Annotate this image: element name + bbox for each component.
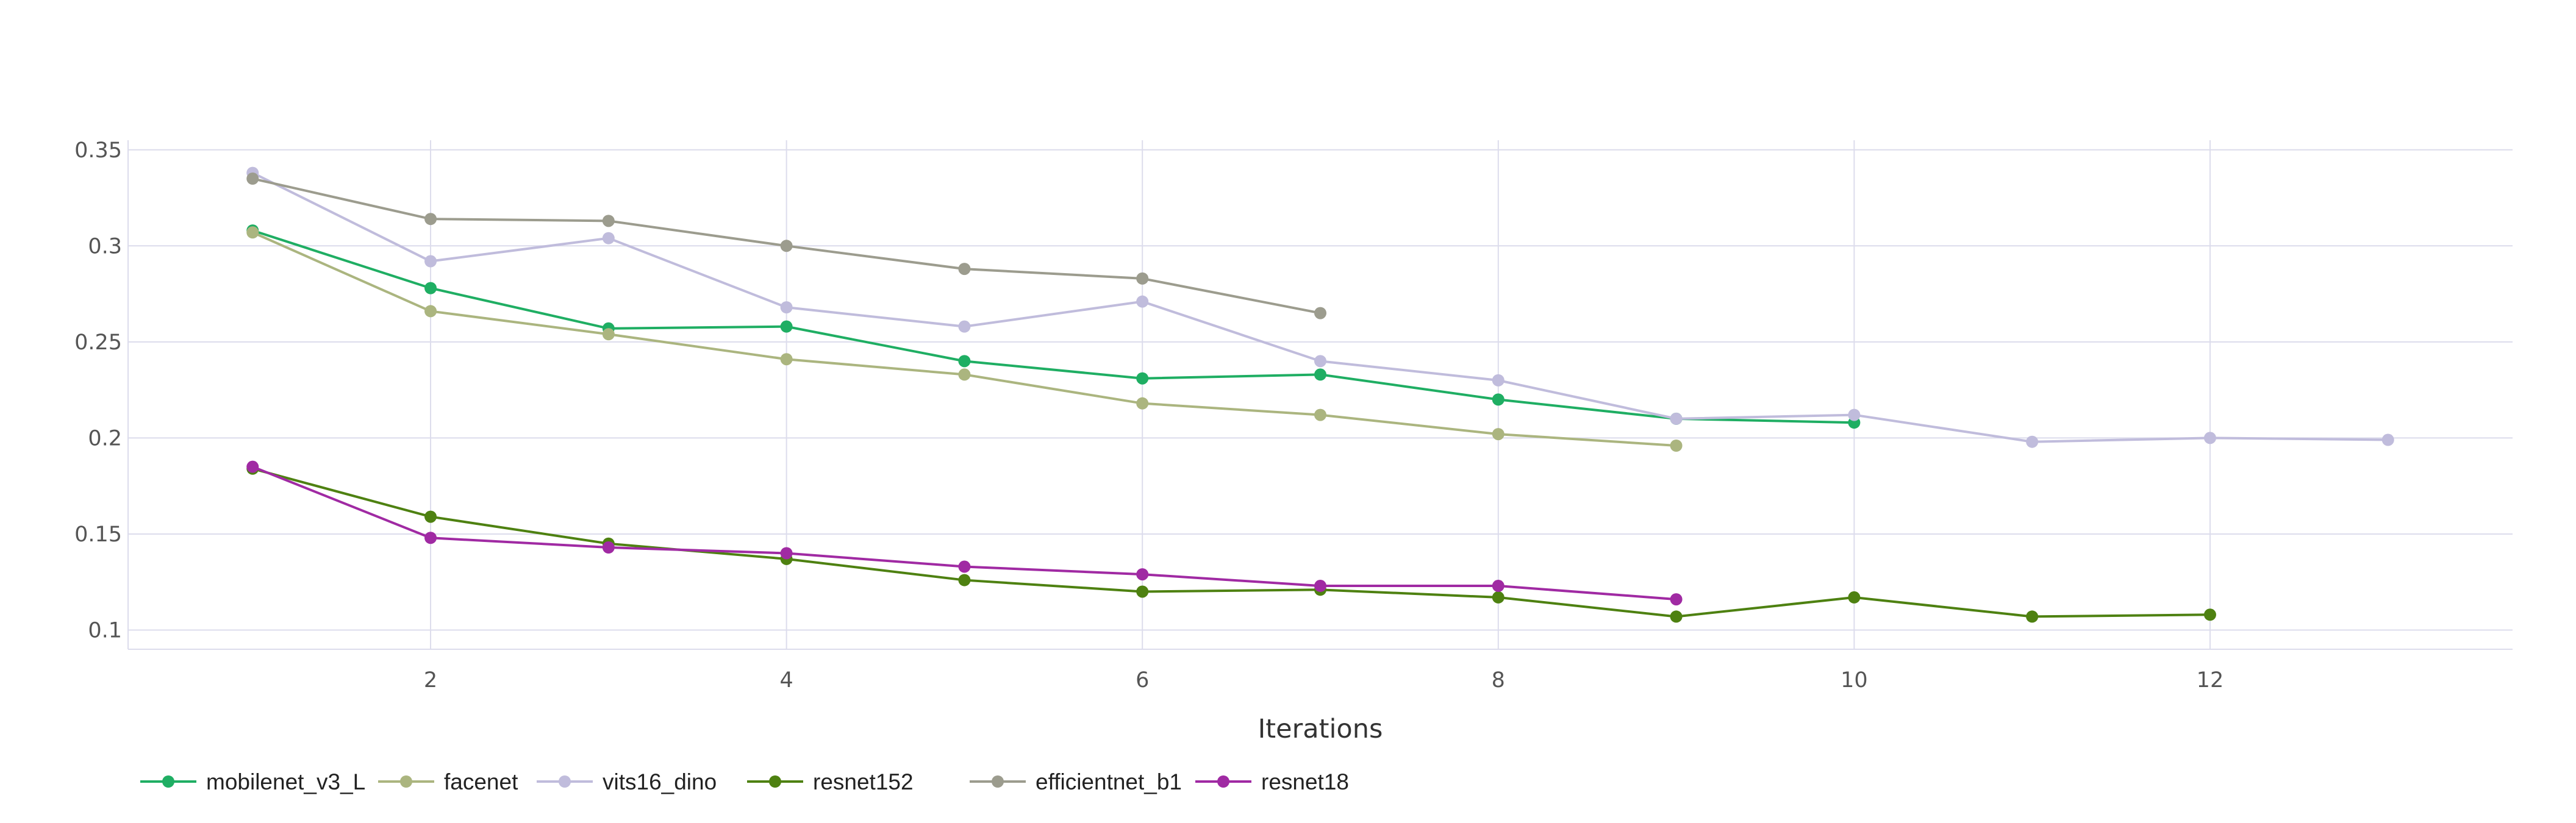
data-point-mobilenet_v3_L-7 [1314,368,1326,381]
data-point-resnet18-3 [602,541,615,554]
legend-swatch-marker [1217,775,1229,788]
y-tick-label-3: 0.25 [74,330,122,355]
data-point-efficientnet_b1-3 [602,215,615,227]
x-tick-label-6: 6 [1136,668,1149,693]
legend-label: facenet [444,769,518,794]
data-point-resnet152-5 [958,574,971,586]
x-axis-title: Iterations [1258,714,1383,744]
data-point-mobilenet_v3_L-6 [1136,372,1149,385]
series-line-mobilenet_v3_L [252,229,1855,424]
series-group [246,166,2394,623]
data-point-facenet-7 [1314,408,1326,421]
y-tick-label-5: 0.35 [74,138,122,163]
legend-label: efficientnet_b1 [1036,769,1182,794]
axes: 2 4 6 8 10 12 0.1 0.15 0.2 0.25 0.3 0.35 [74,138,2513,693]
data-point-facenet-9 [1670,440,1683,452]
data-point-mobilenet_v3_L-8 [1492,393,1504,406]
x-tick-label-8: 8 [1492,668,1505,693]
data-point-efficientnet_b1-6 [1136,272,1149,285]
data-point-facenet-3 [602,328,615,341]
legend-label: resnet18 [1261,769,1349,794]
series-resnet18 [246,460,1683,606]
x-tick-label-2: 2 [424,668,437,693]
legend-swatch-marker [400,775,412,788]
data-point-vits16_dino-11 [2026,435,2039,448]
series-facenet [246,226,1683,452]
data-point-resnet18-4 [780,547,793,560]
data-point-mobilenet_v3_L-5 [958,355,971,368]
data-point-resnet18-5 [958,560,971,573]
data-point-resnet152-9 [1670,610,1683,623]
series-efficientnet_b1 [246,173,1326,319]
legend-label: vits16_dino [603,769,717,794]
data-point-resnet152-12 [2203,608,2216,621]
data-point-mobilenet_v3_L-2 [424,282,437,294]
legend-swatch-marker [162,775,174,788]
data-point-resnet18-7 [1314,580,1326,593]
data-point-resnet152-8 [1492,591,1504,604]
grid [128,140,2513,649]
data-point-resnet152-2 [424,510,437,523]
data-point-resnet18-2 [424,532,437,544]
data-point-vits16_dino-6 [1136,295,1149,308]
data-point-resnet18-8 [1492,580,1504,593]
data-point-resnet152-11 [2026,610,2039,623]
data-point-vits16_dino-9 [1670,412,1683,425]
legend: mobilenet_v3_L facenet vits16_dino resnet15… [140,769,1349,794]
data-point-facenet-1 [246,226,259,239]
legend-swatch-marker [992,775,1004,788]
data-point-vits16_dino-3 [602,232,615,244]
data-point-facenet-5 [958,368,971,381]
data-point-vits16_dino-5 [958,320,971,333]
x-tick-label-12: 12 [2197,668,2224,693]
data-point-vits16_dino-10 [1848,408,1861,421]
data-point-efficientnet_b1-5 [958,263,971,276]
legend-item-resnet18: resnet18 [1195,769,1349,794]
data-point-resnet152-6 [1136,585,1149,598]
data-point-resnet152-10 [1848,591,1861,604]
legend-label: resnet152 [813,769,914,794]
data-point-efficientnet_b1-7 [1314,307,1326,319]
data-point-facenet-8 [1492,428,1504,441]
data-point-efficientnet_b1-4 [780,240,793,252]
data-point-efficientnet_b1-2 [424,213,437,226]
legend-swatch-marker [769,775,781,788]
series-mobilenet_v3_L [246,224,1861,429]
legend-item-facenet: facenet [378,769,518,794]
x-tick-label-10: 10 [1841,668,1868,693]
data-point-facenet-4 [780,353,793,366]
data-point-vits16_dino-8 [1492,374,1504,387]
series-line-resnet152 [252,467,2210,618]
data-point-efficientnet_b1-1 [246,173,259,185]
data-point-facenet-2 [424,305,437,318]
data-point-resnet18-1 [246,460,259,473]
data-point-vits16_dino-7 [1314,355,1326,368]
y-tick-label-0: 0.1 [88,618,122,643]
y-tick-label-1: 0.15 [74,522,122,547]
legend-item-vits16_dino: vits16_dino [537,769,717,794]
legend-item-mobilenet_v3_L: mobilenet_v3_L [140,769,365,794]
data-point-mobilenet_v3_L-4 [780,320,793,333]
data-point-vits16_dino-4 [780,301,793,314]
data-point-resnet18-9 [1670,593,1683,606]
legend-label: mobilenet_v3_L [206,769,365,794]
data-point-vits16_dino-12 [2203,432,2216,444]
legend-item-efficientnet_b1: efficientnet_b1 [970,769,1182,794]
data-point-vits16_dino-2 [424,255,437,268]
data-point-vits16_dino-13 [2381,433,2394,446]
data-point-resnet18-6 [1136,568,1149,581]
y-tick-label-2: 0.2 [88,426,122,451]
y-tick-label-4: 0.3 [88,234,122,258]
legend-swatch-marker [559,775,571,788]
legend-item-resnet152: resnet152 [747,769,914,794]
x-tick-label-4: 4 [779,668,793,693]
data-point-facenet-6 [1136,397,1149,410]
